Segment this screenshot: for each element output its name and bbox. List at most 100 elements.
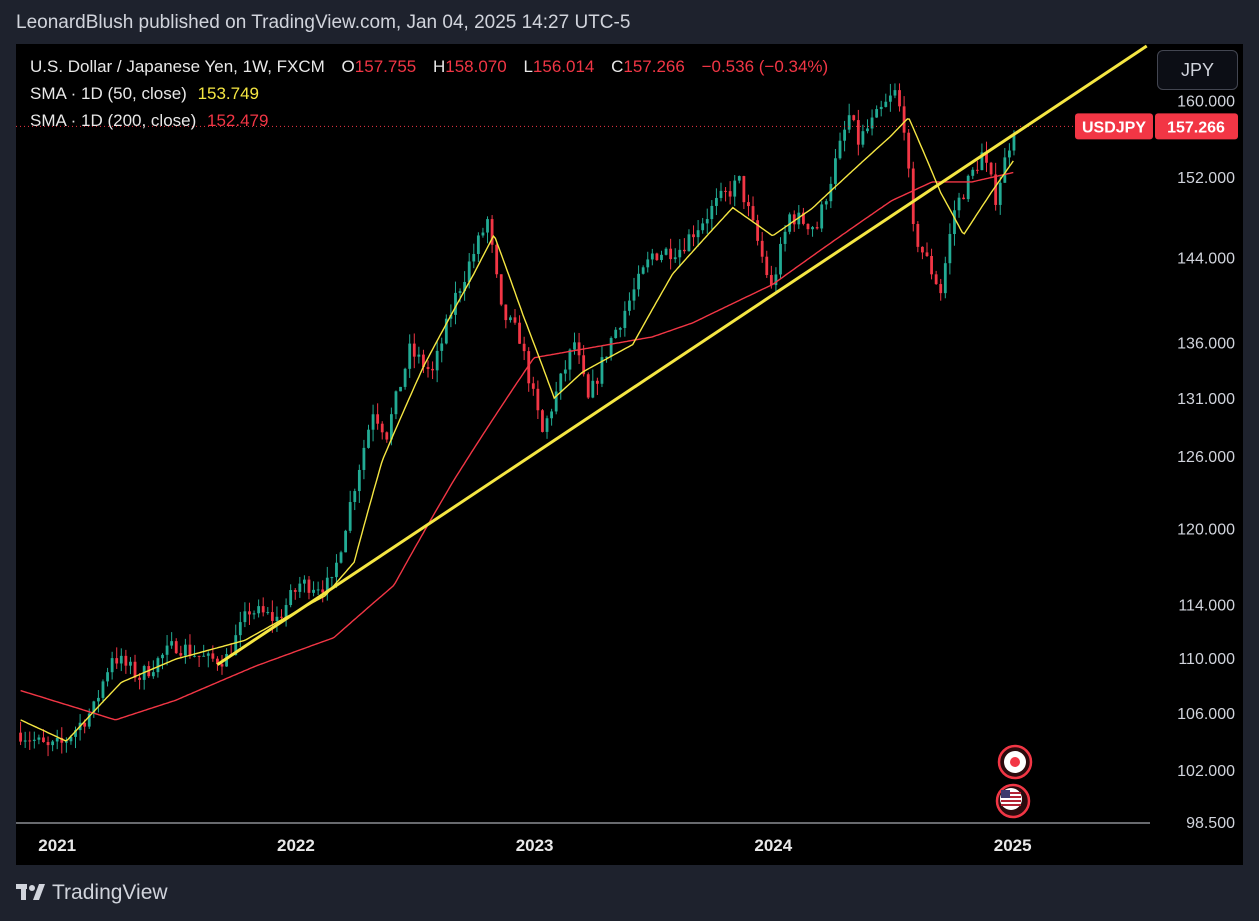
candle-body	[211, 653, 215, 659]
legend-close-value: 157.266	[623, 57, 685, 76]
price-tag-label: 157.266	[1167, 119, 1225, 136]
candle-body	[431, 368, 434, 371]
candle-body	[133, 661, 137, 678]
candle-body	[719, 190, 723, 198]
price-tick-label: 106.000	[1177, 706, 1235, 723]
legend-sma50-row[interactable]: SMA · 1D (50, close) 153.749	[30, 84, 259, 104]
candle-body	[174, 641, 178, 654]
candle-body	[243, 611, 247, 623]
candle-body	[206, 653, 210, 656]
chart-frame[interactable]	[16, 44, 1243, 865]
candle-body	[742, 176, 746, 203]
candle-body	[971, 169, 975, 176]
candle-body	[568, 349, 572, 370]
candle-body	[161, 654, 164, 659]
candle-body	[252, 613, 256, 615]
candle-body	[623, 310, 627, 328]
candle-body	[97, 697, 100, 702]
candle-body	[119, 655, 123, 664]
candle-body	[481, 232, 485, 236]
price-tick-label: 98.500	[1186, 815, 1235, 832]
candle-body	[701, 223, 705, 231]
candle-body	[339, 552, 343, 563]
candle-body	[499, 274, 503, 305]
legend-sma200-row[interactable]: SMA · 1D (200, close) 152.479	[30, 111, 268, 131]
candle-body	[879, 106, 883, 110]
candle-body	[87, 713, 91, 727]
candle-body	[751, 206, 755, 221]
candle-body	[165, 645, 169, 655]
candle-body	[541, 410, 544, 432]
candle-body	[660, 254, 663, 261]
candle-body	[705, 219, 709, 224]
candle-body	[600, 357, 604, 384]
candle-body	[861, 131, 865, 145]
candle-body	[953, 210, 956, 235]
candle-body	[815, 227, 819, 229]
legend-high-value: 158.070	[445, 57, 507, 76]
candle-body	[156, 658, 160, 673]
candle-body	[692, 234, 695, 238]
price-tick-label: 126.000	[1177, 449, 1235, 466]
candle-body	[42, 737, 45, 743]
tradingview-logo-icon	[16, 884, 45, 900]
candle-body	[559, 373, 563, 392]
currency-button[interactable]: JPY	[1157, 50, 1238, 90]
candle-body	[110, 658, 114, 673]
candle-body	[655, 253, 659, 261]
legend-change: −0.536 (−0.34%)	[701, 57, 829, 76]
candle-body	[609, 338, 613, 357]
candle-body	[911, 168, 915, 224]
candle-body	[124, 655, 128, 666]
candle-body	[83, 722, 87, 727]
candle-body	[737, 176, 741, 181]
candle-body	[467, 261, 471, 282]
candle-body	[646, 259, 650, 268]
candle-body	[509, 317, 512, 321]
footer-brand[interactable]: TradingView	[16, 881, 168, 905]
time-tick-label: 2021	[38, 836, 76, 855]
candle-body	[440, 343, 444, 351]
sma200-label: SMA · 1D (200, close)	[30, 111, 197, 130]
candle-body	[760, 240, 764, 257]
sma50-value: 153.749	[197, 84, 260, 103]
legend-title: U.S. Dollar / Japanese Yen, 1W, FXCM	[30, 57, 325, 76]
candle-body	[962, 197, 966, 200]
price-tick-label: 136.000	[1177, 335, 1235, 352]
candle-body	[733, 180, 737, 197]
candle-body	[248, 611, 251, 615]
candle-body	[687, 234, 691, 252]
candle-body	[202, 655, 206, 657]
candle-body	[422, 354, 425, 368]
candle-body	[669, 248, 673, 260]
event-flag-japan-icon	[997, 744, 1033, 780]
time-tick-label: 2024	[754, 836, 792, 855]
candle-body	[728, 191, 732, 197]
candle-body	[385, 432, 389, 440]
candle-body	[948, 234, 952, 264]
candle-body	[756, 220, 760, 241]
candle-body	[344, 530, 348, 553]
candle-body	[628, 300, 631, 311]
candle-body	[138, 677, 142, 680]
legend-open-label: O	[341, 57, 355, 76]
candle-body	[28, 740, 32, 742]
candle-body	[101, 681, 105, 698]
candle-body	[696, 230, 700, 238]
candle-body	[870, 117, 874, 129]
candle-body	[902, 106, 906, 133]
legend-close-label: C	[611, 57, 624, 76]
candle-body	[573, 342, 576, 350]
candle-body	[69, 736, 73, 742]
candle-body	[362, 447, 366, 470]
candle-body	[943, 263, 947, 294]
candle-body	[399, 386, 402, 392]
sma50-line	[20, 118, 1014, 742]
candle-body	[916, 223, 920, 247]
candle-body	[550, 411, 554, 419]
time-tick-label: 2025	[994, 836, 1032, 855]
publisher-header: LeonardBlush published on TradingView.co…	[16, 12, 631, 33]
legend-open-value: 157.755	[354, 57, 417, 76]
candle-body	[348, 502, 352, 531]
